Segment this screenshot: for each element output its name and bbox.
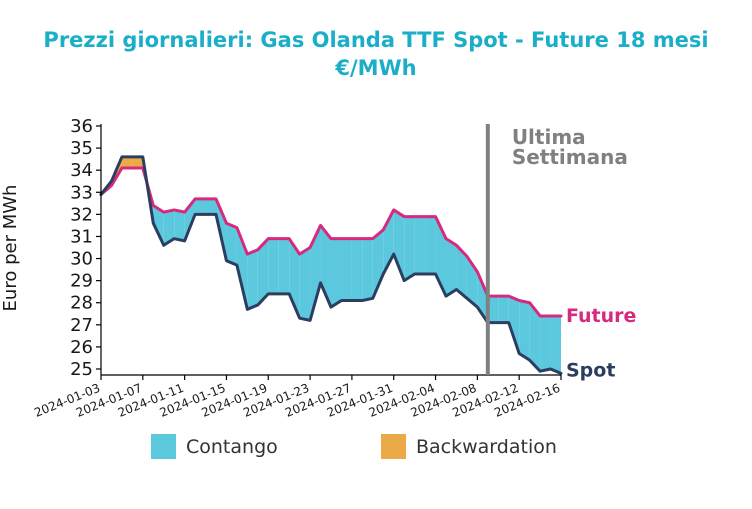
legend-label-contango: Contango [186,436,278,458]
fill-areas [101,156,561,374]
fill-segment [456,245,467,299]
fill-segment [268,238,279,294]
fill-segment [226,223,237,266]
y-tick-label: 28 [70,293,93,314]
legend: Contango Backwardation [151,434,557,459]
series-line-future [99,166,563,318]
fill-segment [393,209,405,281]
fill-segment [299,247,311,321]
y-tick-label: 30 [70,249,93,270]
y-tick-label: 33 [70,182,93,203]
fill-segment [247,249,258,310]
fill-segment [331,238,342,308]
fill-segment [550,315,561,374]
chart-subtitle: €/MWh [334,56,416,80]
fill-segment [121,156,133,168]
fill-segment [174,209,185,241]
fill-segment [425,216,436,275]
fill-segment [446,238,457,297]
fill-segment [519,300,530,361]
y-tick-label: 29 [70,271,93,292]
y-tick-label: 31 [70,226,93,247]
fill-segment [508,296,520,354]
series-line-spot [99,155,563,375]
fill-segment [257,238,269,305]
fill-segment [278,238,290,294]
fill-segment [351,238,363,301]
fill-segment [414,216,426,275]
future-end-label: Future [566,305,636,327]
y-tick-label: 26 [70,337,93,358]
y-tick-label: 34 [70,160,93,181]
fill-segment [540,315,551,372]
series-lines [99,155,563,375]
y-tick-label: 32 [70,204,93,225]
fill-segment [372,229,384,299]
fill-segment [153,205,164,246]
legend-swatch-contango [151,434,176,459]
legend-label-backwardation: Backwardation [416,436,557,458]
fill-segment [205,198,216,215]
fill-segment [404,216,415,281]
ultima-settimana-label-line2: Settimana [512,145,628,169]
chart-title: Prezzi giornalieri: Gas Olanda TTF Spot … [43,28,708,52]
fill-segment [341,238,352,301]
fill-segment [529,302,541,372]
y-tick-label: 27 [70,315,93,336]
annotations: Ultima Settimana [485,124,628,375]
fill-segment [498,296,509,323]
fill-segment [310,225,321,321]
spot-end-label: Spot [566,359,615,381]
fill-segment [487,296,499,323]
ultima-settimana-label-line1: Ultima [512,125,586,149]
fill-segment [132,156,143,168]
y-tick-label: 25 [70,359,93,380]
y-tick-label: 35 [70,138,93,159]
fill-segment [362,238,373,301]
y-axis-label: Euro per MWh [0,185,21,312]
fill-segment [163,209,175,246]
legend-swatch-backwardation [381,434,406,459]
y-tick-label: 36 [70,116,93,137]
fill-segment [195,198,206,215]
